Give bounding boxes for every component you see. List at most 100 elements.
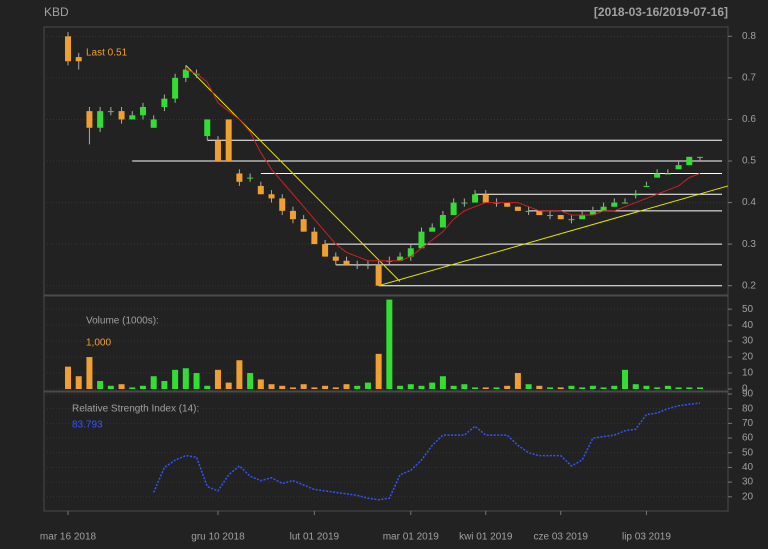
candle-body [461, 202, 468, 204]
volume-bar [247, 373, 254, 389]
volume-bar [654, 387, 661, 389]
volume-bar [397, 385, 404, 389]
y-tick-label: 0.3 [742, 239, 756, 250]
candle-body [622, 202, 629, 204]
candle-body [589, 210, 596, 216]
volume-bar [236, 360, 243, 389]
volume-bar [65, 366, 71, 389]
volume-bar [664, 385, 671, 389]
candle-body [418, 231, 425, 249]
volume-bar [129, 387, 136, 389]
volume-bar [257, 379, 264, 389]
x-tick-label: kwi 01 2019 [459, 532, 513, 543]
volume-bar [161, 381, 168, 389]
y-tick-label: 30 [742, 477, 754, 488]
volume-bar [107, 385, 114, 389]
y-tick-label: 0.2 [742, 280, 756, 291]
volume-bar [622, 369, 629, 389]
candle-body [611, 202, 618, 207]
volume-bar [643, 385, 650, 389]
y-tick-label: 90 [742, 389, 754, 400]
candle-body [664, 173, 671, 175]
volume-bar [118, 384, 125, 389]
volume-bar [322, 385, 329, 389]
candle-body [332, 256, 339, 261]
volume-bar [225, 382, 232, 389]
volume-bar [504, 385, 511, 389]
volume-bar [375, 353, 382, 389]
volume-bar [525, 384, 532, 389]
candle-body [439, 215, 446, 228]
candle-body [482, 194, 489, 203]
volume-bar [343, 384, 350, 389]
volume-bar [279, 385, 286, 389]
candle-body [86, 111, 93, 128]
y-tick-label: 20 [742, 491, 754, 502]
candle-body [236, 173, 243, 182]
candle-body [364, 264, 371, 266]
trend-line [185, 65, 401, 282]
volume-bar [97, 381, 104, 389]
y-tick-label: 0.7 [742, 73, 756, 84]
date-range: [2018-03-16/2019-07-16] [594, 5, 728, 19]
y-tick-label: 60 [742, 433, 754, 444]
volume-bar [289, 387, 296, 389]
candle-body [397, 256, 404, 261]
x-tick-label: cze 03 2019 [533, 532, 588, 543]
candle-body [97, 111, 104, 128]
candle-body [632, 194, 639, 196]
volume-bar [579, 387, 586, 389]
last-price: Last 0.51 [86, 48, 128, 59]
y-tick-label: 10 [742, 368, 754, 379]
y-tick-label: 70 [742, 418, 754, 429]
volume-bar [268, 384, 275, 389]
y-tick-label: 0.6 [742, 114, 756, 125]
volume-bar [182, 368, 189, 389]
candle-body [568, 219, 575, 221]
volume-bar [461, 384, 468, 389]
volume-bar [557, 387, 564, 389]
candle-body [450, 202, 457, 216]
volume-bar [697, 387, 703, 389]
volume-bar [472, 387, 479, 389]
candle-body [289, 210, 296, 220]
volume-bar [354, 385, 361, 389]
candle-body [150, 119, 157, 128]
candle-body [504, 202, 511, 207]
candle-body [75, 57, 82, 62]
candle-body [129, 115, 136, 120]
volume-title: Volume (1000s): [86, 316, 159, 327]
panel-frame [43, 295, 729, 392]
candle-body [557, 215, 564, 220]
y-tick-label: 50 [742, 304, 754, 315]
volume-bar [547, 387, 554, 389]
candle-body [429, 227, 436, 232]
candle-body [579, 215, 586, 220]
candle-body [65, 36, 71, 62]
candle-body [547, 215, 554, 217]
candle-body [279, 198, 286, 211]
candle-body [214, 140, 221, 161]
y-tick-label: 40 [742, 320, 754, 331]
candle-body [268, 194, 275, 199]
candle-body [514, 206, 521, 211]
y-tick-label: 0 [742, 384, 748, 395]
y-tick-label: 20 [742, 352, 754, 363]
candle-body [182, 69, 189, 78]
candle-body [118, 111, 125, 120]
candle-body [643, 185, 650, 187]
candle-body [343, 260, 350, 265]
candle-body [375, 264, 382, 286]
candle-body [600, 206, 607, 211]
volume-bar [632, 384, 639, 389]
rsi-title: Relative Strength Index (14): [72, 404, 199, 415]
trend-line [378, 185, 729, 287]
volume-bar [429, 382, 436, 389]
volume-bar [139, 385, 146, 389]
volume-bar [600, 387, 607, 389]
candle-body [247, 177, 254, 179]
volume-bar [407, 384, 414, 389]
